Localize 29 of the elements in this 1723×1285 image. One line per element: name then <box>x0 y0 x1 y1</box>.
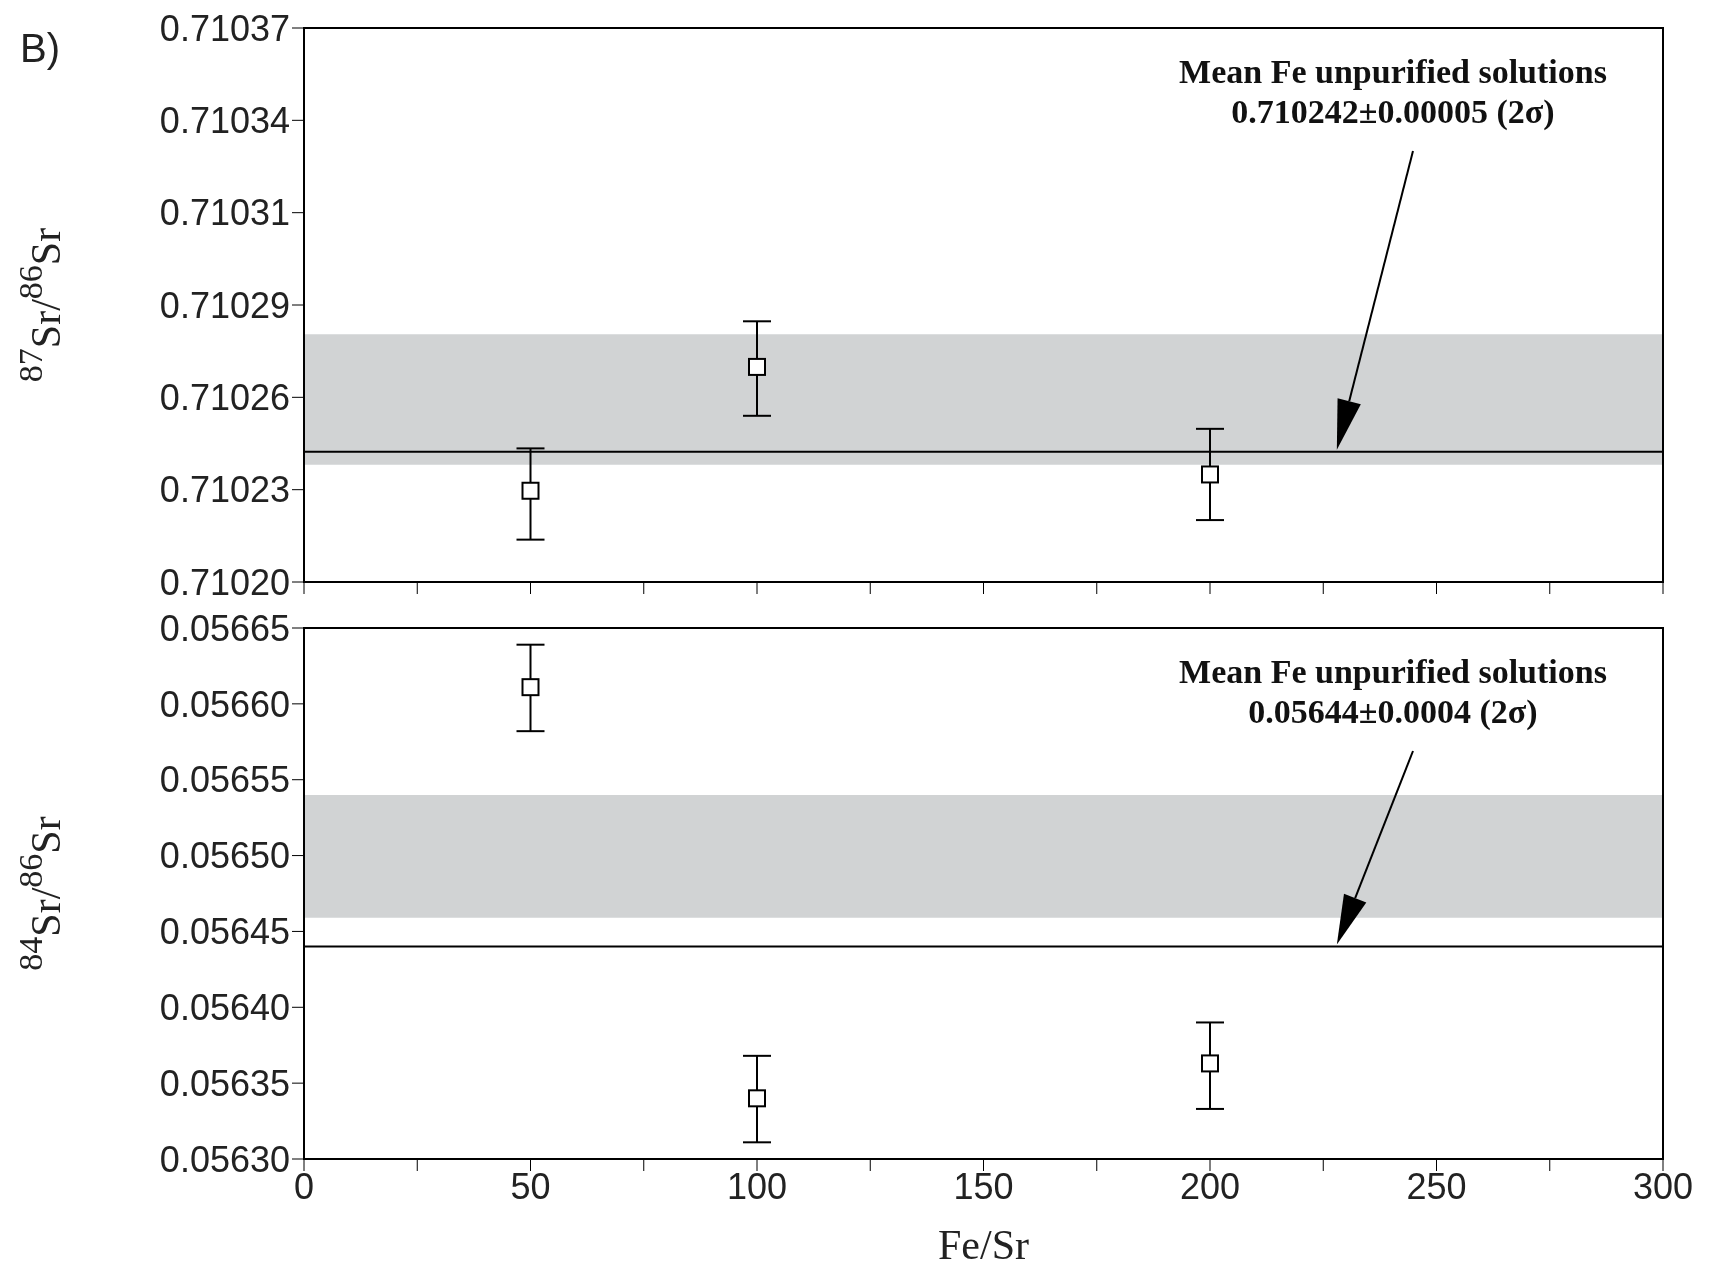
y-tick-label: 0.05635 <box>159 1062 290 1104</box>
x-tick-label: 0 <box>293 1165 315 1207</box>
y-tick-label: 0.71034 <box>159 100 290 142</box>
y-tick-label: 0.05630 <box>159 1138 290 1180</box>
y-tick-label: 0.71026 <box>159 377 290 419</box>
y-tick-label: 0.71020 <box>159 561 290 603</box>
x-tick-label: 300 <box>1632 1165 1694 1207</box>
y-tick-label: 0.05640 <box>159 987 290 1029</box>
y-tick-label: 0.05650 <box>159 835 290 877</box>
x-tick-label: 200 <box>1179 1165 1241 1207</box>
y-tick-label: 0.71037 <box>159 7 290 49</box>
y-tick-label: 0.05655 <box>159 759 290 801</box>
point <box>748 357 766 376</box>
y-tick-label: 0.05665 <box>159 607 290 649</box>
y-tick-label: 0.71029 <box>159 284 290 326</box>
y-tick-label: 0.71023 <box>159 469 290 511</box>
point <box>521 481 540 500</box>
x-tick-label: 250 <box>1406 1165 1467 1207</box>
x-tick-label: 100 <box>726 1165 788 1207</box>
x-axis-title: Fe/Sr <box>937 1222 1030 1268</box>
y-tick-label: 0.05660 <box>159 683 290 725</box>
annotation: Mean Fe unpurified solutions 0.05644±0.0004 (2σ) <box>1179 653 1607 731</box>
y-tick-label: 0.71031 <box>159 192 290 234</box>
text: B) <box>20 26 60 70</box>
x-tick-label: 150 <box>953 1165 1014 1207</box>
point <box>521 678 540 697</box>
y-tick-label: 0.05645 <box>159 911 290 953</box>
annotation: Mean Fe unpurified solutions 0.710242±0.00005 (2σ) <box>1179 53 1607 131</box>
x-tick-label: 50 <box>510 1165 551 1207</box>
